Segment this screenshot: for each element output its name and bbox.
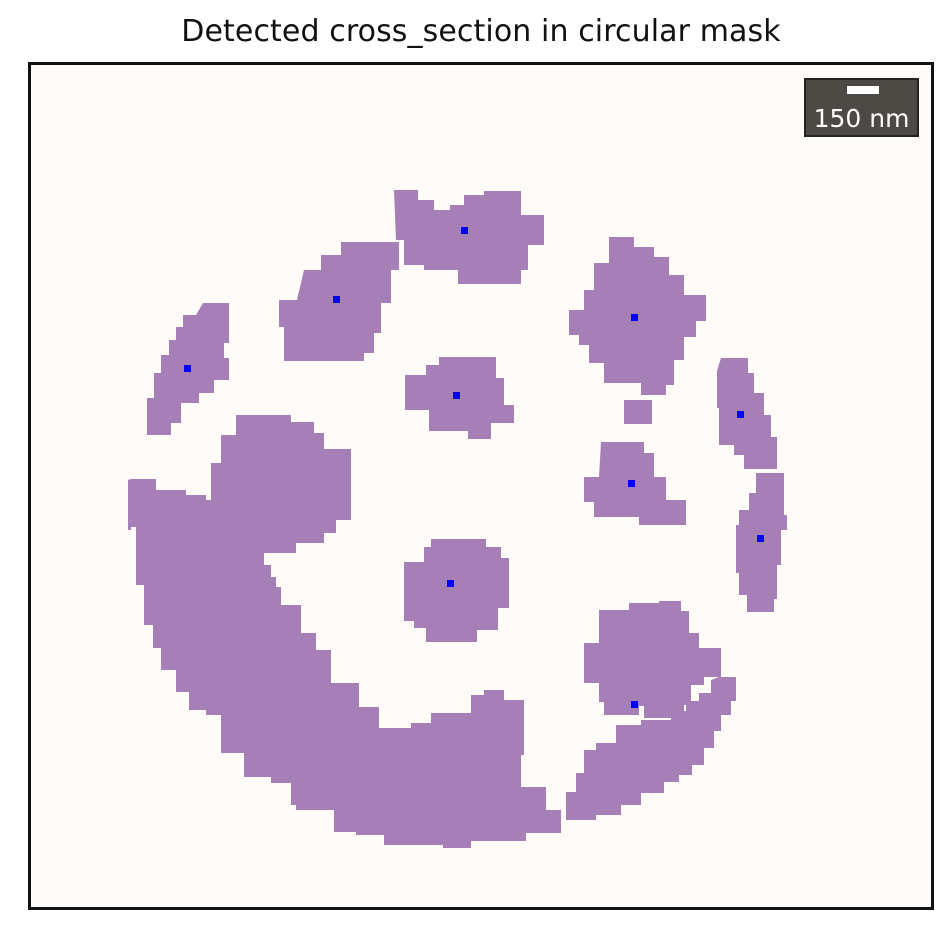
region-7 xyxy=(717,358,777,469)
region-6 xyxy=(624,400,652,424)
segmentation-overlay xyxy=(128,190,787,848)
region-13 xyxy=(566,677,736,820)
region-10 xyxy=(404,539,509,642)
image-panel: 150 nm xyxy=(28,62,934,910)
centroid-markers xyxy=(184,227,764,708)
centroid-4 xyxy=(453,392,460,399)
scale-bar: 150 nm xyxy=(804,78,919,137)
centroid-5 xyxy=(631,314,638,321)
scale-bar-label: 150 nm xyxy=(813,104,910,133)
centroid-10 xyxy=(631,701,638,708)
centroid-1 xyxy=(461,227,468,234)
region-1 xyxy=(394,190,544,284)
centroid-2 xyxy=(333,296,340,303)
centroid-6 xyxy=(737,411,744,418)
centroid-9 xyxy=(447,580,454,587)
scale-bar-line xyxy=(847,86,879,94)
centroid-8 xyxy=(757,535,764,542)
figure-title: Detected cross_section in circular mask xyxy=(181,14,781,49)
centroid-7 xyxy=(628,480,635,487)
region-12 xyxy=(584,601,721,718)
region-9 xyxy=(736,473,787,612)
centroid-3 xyxy=(184,365,191,372)
detected-regions xyxy=(128,190,787,848)
region-11 xyxy=(128,415,561,848)
